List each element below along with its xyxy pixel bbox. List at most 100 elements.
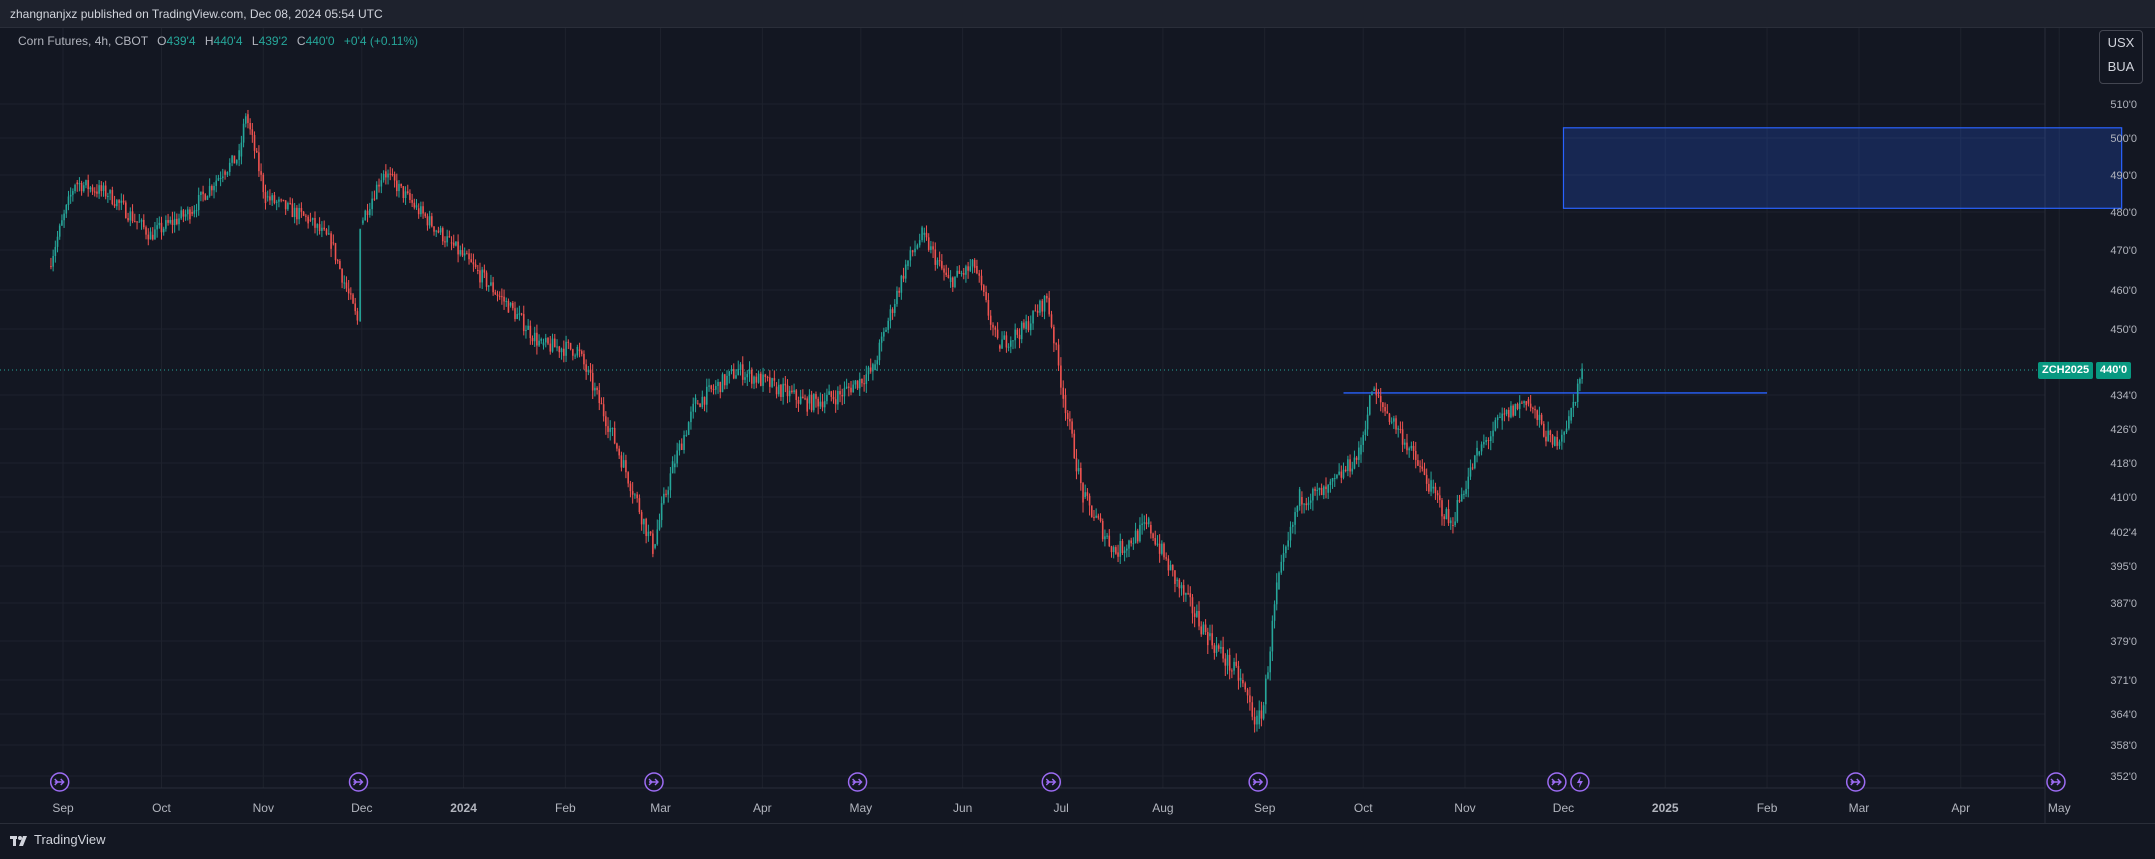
- candle-body: [1200, 626, 1203, 635]
- candle-body: [587, 369, 590, 372]
- candle-body: [883, 331, 885, 337]
- x-tick-label: Aug: [1152, 801, 1173, 815]
- candle-body: [821, 401, 824, 408]
- candle-body: [1362, 435, 1364, 445]
- candle-body: [938, 260, 941, 262]
- candle-body: [325, 229, 328, 235]
- candle-body: [699, 403, 701, 408]
- price-chart[interactable]: 510'0 500'0 490'0 480'0 470'0 460'0 450'0 434'0…: [0, 28, 2155, 823]
- y-tick-label: 470'0: [2110, 245, 2137, 257]
- candle-body: [1176, 579, 1178, 581]
- y-tick-label: 500'0: [2110, 133, 2137, 145]
- tradingview-logo[interactable]: TradingView: [10, 832, 106, 847]
- tradingview-logo-icon: [10, 835, 27, 846]
- publish-header: zhangnanjxz published on TradingView.com…: [0, 0, 2155, 28]
- candle-body: [1503, 413, 1506, 415]
- candle-body: [98, 185, 100, 194]
- candle-body: [1112, 547, 1115, 553]
- x-tick-label: Oct: [1354, 801, 1373, 815]
- candle-body: [1323, 486, 1325, 496]
- candle-body: [854, 380, 857, 385]
- candle-body: [828, 391, 830, 395]
- arrow-icon: [648, 778, 659, 786]
- y-tick-label: 371'0: [2110, 675, 2137, 687]
- candle-body: [1289, 526, 1292, 541]
- candle-body: [404, 191, 407, 199]
- candle-body: [1360, 444, 1362, 455]
- candle-body: [1425, 474, 1428, 484]
- chart-area[interactable]: 510'0 500'0 490'0 480'0 470'0 460'0 450'0 434'0…: [0, 28, 2155, 823]
- candle-body: [869, 367, 872, 372]
- candle-body: [1487, 440, 1490, 442]
- x-tick-label: Dec: [351, 801, 372, 815]
- candle-body: [1563, 432, 1565, 435]
- candle-body: [1101, 520, 1104, 540]
- candle-body: [189, 209, 191, 220]
- candle-body: [472, 262, 475, 265]
- candle-body: [1224, 658, 1227, 666]
- candle-body: [1296, 506, 1299, 513]
- candle-body: [1501, 413, 1503, 421]
- currency-line-1[interactable]: USX: [2107, 35, 2135, 50]
- candle-body: [224, 171, 226, 175]
- candle-body: [605, 416, 607, 427]
- candle-body: [565, 341, 567, 356]
- price-tag-symbol: ZCH2025: [2038, 362, 2094, 379]
- candle-body: [1532, 407, 1534, 409]
- candle-body: [996, 329, 999, 338]
- currency-line-2[interactable]: BUA: [2107, 59, 2135, 74]
- candle-body: [1480, 444, 1483, 452]
- candle-body: [1178, 579, 1181, 589]
- candle-body: [737, 368, 740, 376]
- candle-body: [269, 196, 271, 201]
- candle-body: [1377, 395, 1380, 397]
- candle-body: [200, 191, 202, 195]
- candle-body: [1327, 485, 1329, 493]
- candle-body: [643, 518, 645, 525]
- candle-body: [490, 282, 492, 286]
- candle-body: [1048, 297, 1050, 315]
- candle-body: [1182, 585, 1185, 595]
- candle-body: [1408, 448, 1410, 451]
- candle-body: [1123, 550, 1126, 553]
- candle-body: [808, 394, 811, 404]
- candle-body: [1075, 458, 1078, 472]
- candle-body: [921, 227, 923, 241]
- candle-body: [452, 242, 455, 246]
- candle-body: [1278, 572, 1280, 590]
- candle-body: [160, 222, 163, 233]
- candle-body: [65, 204, 68, 214]
- y-tick-label: 418'0: [2110, 458, 2137, 470]
- candle-body: [660, 503, 663, 521]
- candle-body: [1167, 558, 1170, 571]
- candle-body: [56, 236, 59, 247]
- candle-body: [433, 226, 435, 232]
- candle-body: [1471, 467, 1474, 469]
- candle-body: [527, 325, 529, 330]
- candle-body: [714, 385, 717, 390]
- candle-body: [1434, 486, 1437, 494]
- candle-body: [685, 434, 688, 436]
- currency-unit-selector[interactable]: USX BUA: [2099, 30, 2143, 84]
- candle-body: [474, 264, 477, 268]
- candle-body: [680, 443, 683, 451]
- candle-body: [516, 314, 518, 319]
- legend-close-label: C: [296, 34, 306, 48]
- candle-body: [1231, 670, 1233, 672]
- candle-body: [1474, 455, 1476, 469]
- candle-body: [540, 339, 543, 341]
- candle-body: [834, 399, 837, 405]
- candle-body: [366, 210, 369, 216]
- candle-body: [654, 544, 656, 548]
- candle-body: [1395, 418, 1397, 430]
- candle-body: [238, 150, 240, 160]
- candle-body: [1419, 465, 1421, 467]
- candle-body: [1171, 564, 1174, 571]
- candle-body: [347, 288, 350, 294]
- candle-body: [1403, 442, 1406, 445]
- candle-body: [284, 200, 287, 210]
- candle-body: [302, 211, 305, 216]
- target-zone-rectangle[interactable]: [1562, 127, 2123, 209]
- candle-body: [61, 220, 63, 226]
- candle-body: [802, 396, 804, 399]
